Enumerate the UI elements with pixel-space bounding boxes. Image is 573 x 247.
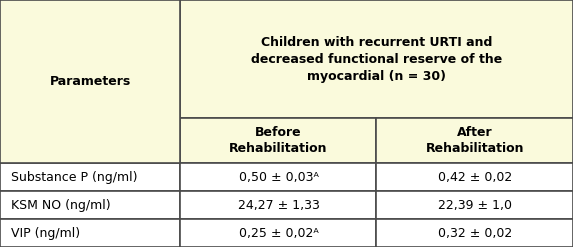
Bar xyxy=(0,191,180,219)
Bar xyxy=(0,0,180,163)
Bar xyxy=(0,163,180,191)
Bar xyxy=(180,163,376,191)
Bar xyxy=(0,118,180,163)
Bar xyxy=(376,118,573,163)
Bar xyxy=(0,0,180,118)
Text: KSM NO (ng/ml): KSM NO (ng/ml) xyxy=(11,199,111,211)
Bar xyxy=(180,118,376,163)
Text: VIP (ng/ml): VIP (ng/ml) xyxy=(11,226,81,240)
Text: 0,42 ± 0,02: 0,42 ± 0,02 xyxy=(438,170,512,184)
Text: Children with recurrent URTI and
decreased functional reserve of the
myocardial : Children with recurrent URTI and decreas… xyxy=(251,36,503,82)
Text: Substance P (ng/ml): Substance P (ng/ml) xyxy=(11,170,138,184)
Bar xyxy=(180,219,376,247)
Text: 0,32 ± 0,02: 0,32 ± 0,02 xyxy=(438,226,512,240)
Text: 22,39 ± 1,0: 22,39 ± 1,0 xyxy=(438,199,512,211)
Text: 24,27 ± 1,33: 24,27 ± 1,33 xyxy=(238,199,319,211)
Bar xyxy=(376,163,573,191)
Text: Before
Rehabilitation: Before Rehabilitation xyxy=(229,126,328,155)
Text: Parameters: Parameters xyxy=(50,75,131,88)
Bar xyxy=(0,219,180,247)
Bar xyxy=(180,191,376,219)
Bar xyxy=(376,219,573,247)
Bar xyxy=(376,191,573,219)
Text: 0,25 ± 0,02ᴬ: 0,25 ± 0,02ᴬ xyxy=(238,226,319,240)
Text: 0,50 ± 0,03ᴬ: 0,50 ± 0,03ᴬ xyxy=(238,170,319,184)
Text: After
Rehabilitation: After Rehabilitation xyxy=(426,126,524,155)
Bar xyxy=(180,0,573,118)
